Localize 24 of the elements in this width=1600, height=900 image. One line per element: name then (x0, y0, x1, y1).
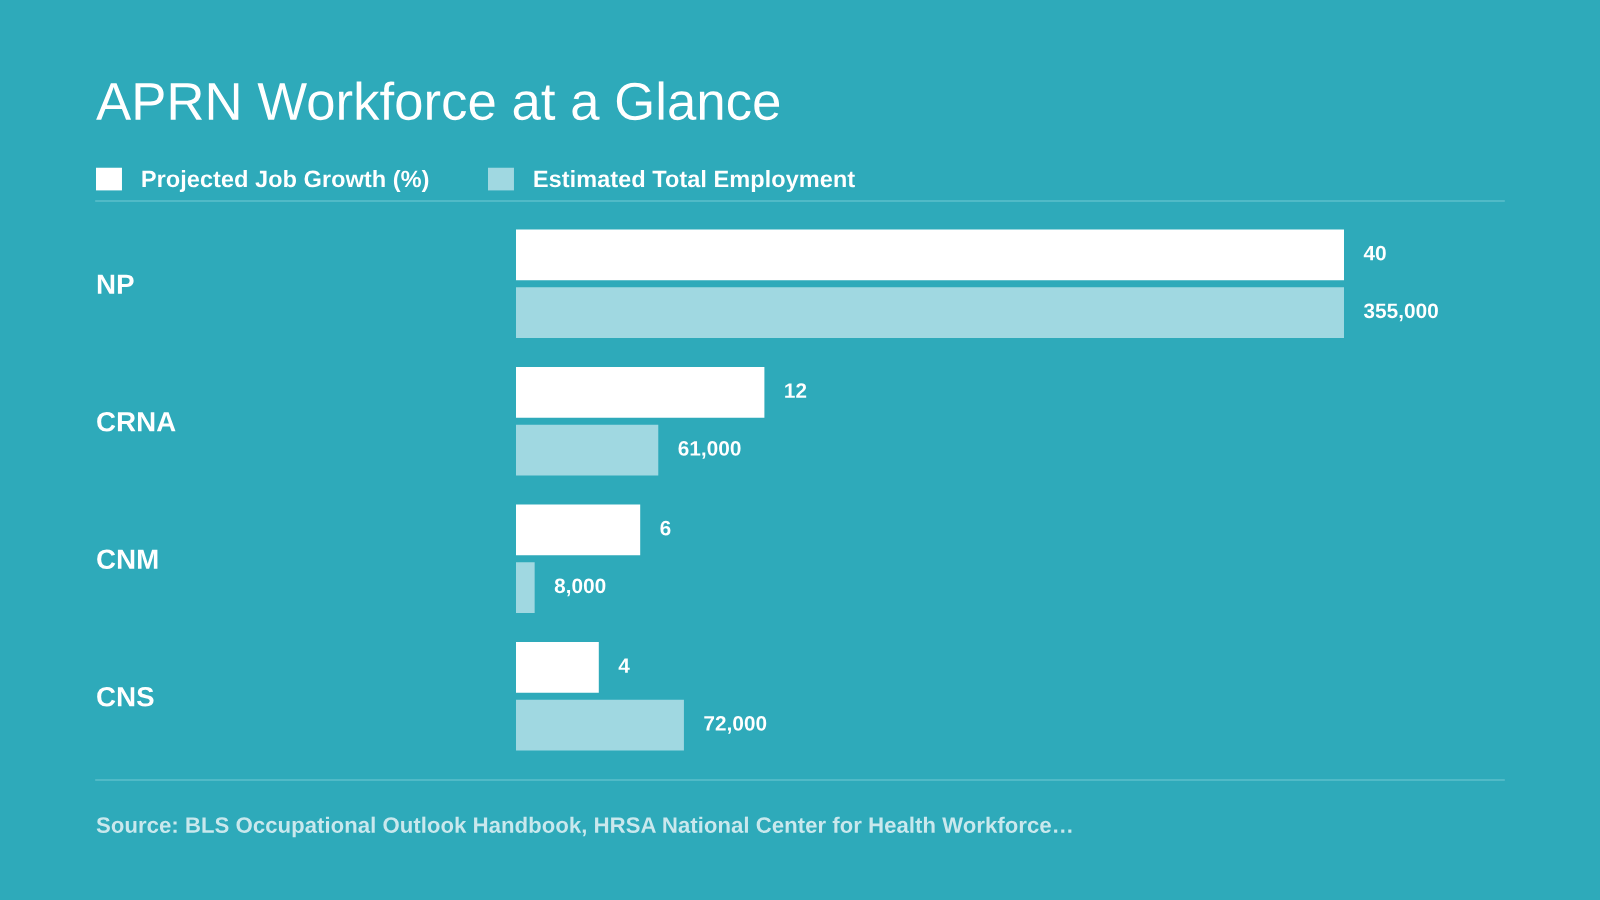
bar (516, 562, 535, 614)
legend-label: Estimated Total Employment (534, 169, 855, 192)
y-tick-label: CNM (97, 549, 158, 570)
chart-title: APRN Workforce at a Glance (96, 81, 780, 121)
data-label: 6 (660, 520, 671, 536)
bar (516, 366, 765, 418)
bar (516, 424, 659, 476)
bar (516, 641, 599, 693)
data-label: 12 (785, 383, 807, 398)
data-label: 61,000 (678, 440, 741, 459)
bar (516, 504, 641, 556)
y-tick-label: CNS (97, 686, 154, 707)
y-tick-label: CRNA (97, 411, 176, 432)
data-label: 8,000 (554, 578, 606, 597)
data-label: 40 (1363, 245, 1386, 261)
bar (516, 287, 1344, 339)
data-label: 355,000 (1363, 303, 1438, 322)
data-label: 4 (618, 658, 630, 673)
source-note: Source: BLS Occupational Outlook Handbook, HRSA National Center for Health Workforce… (96, 816, 1072, 838)
data-label: 72,000 (704, 715, 767, 734)
legend-label: Projected Job Growth (%) (142, 169, 429, 192)
bar (516, 699, 684, 751)
bar (516, 229, 1344, 281)
y-tick-label: NP (97, 274, 134, 294)
